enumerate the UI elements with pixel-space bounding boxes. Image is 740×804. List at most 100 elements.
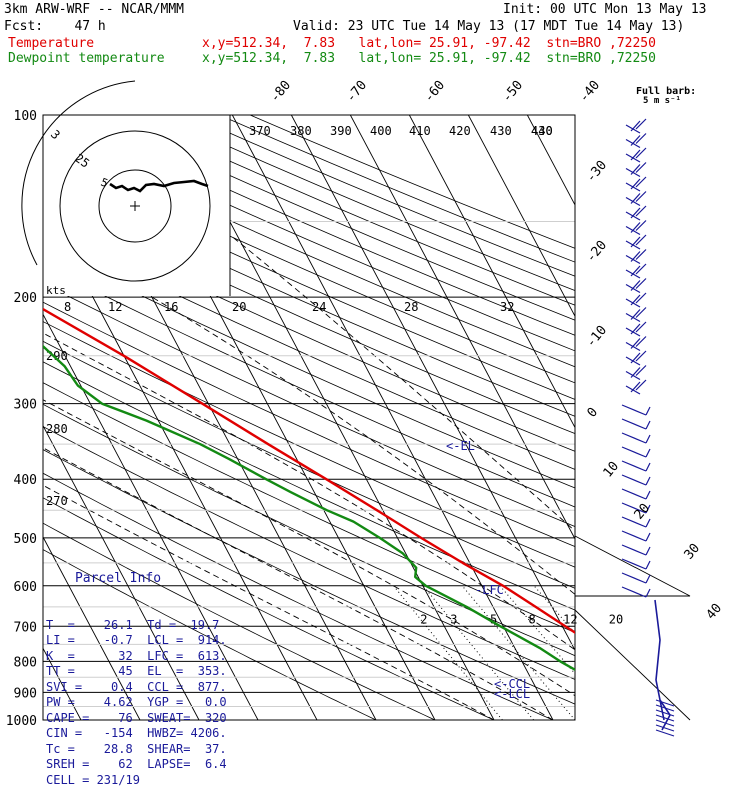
- hodograph-axis-label: 24: [312, 300, 326, 314]
- barb-legend-line2: 5 m s⁻¹: [643, 96, 681, 106]
- wind-barb: [626, 163, 646, 177]
- parcel-info-row: PW = 4.62 YGP = 0.0: [46, 695, 230, 711]
- dewpoint-point: [402, 553, 403, 554]
- hodograph-axis-label: 28: [404, 300, 418, 314]
- temperature-point: [706, 719, 707, 720]
- wind-barb: [622, 433, 650, 443]
- el-marker: <-EL: [446, 439, 475, 453]
- theta-label: 270: [46, 494, 68, 508]
- dry-adiabat: [220, 115, 740, 733]
- hodograph-axis-label: 12: [108, 300, 122, 314]
- mixing-ratio-label: 20: [609, 612, 623, 626]
- temperature-point: [598, 647, 599, 648]
- dewpoint-point: [290, 492, 291, 493]
- isotherm-label: -20: [584, 238, 611, 266]
- dry-adiabat: [250, 115, 740, 733]
- isotherm-label: -80: [268, 78, 295, 106]
- wind-barb: [622, 587, 650, 597]
- parcel-info-row: LI = -0.7 LCL = 914.: [46, 633, 230, 649]
- parcel-info-row: CELL = 231/19: [46, 773, 230, 789]
- pressure-tick-label: 700: [14, 620, 37, 635]
- wind-barb: [622, 545, 650, 555]
- temperature-point: [462, 562, 463, 563]
- theta-e-label: 430: [490, 124, 512, 138]
- temperature-point: [421, 537, 422, 538]
- parcel-info-row: T = 26.1 Td = 19.7: [46, 618, 230, 634]
- temperature-point: [535, 606, 536, 607]
- parcel-info-row: SREH = 62 LAPSE= 6.4: [46, 757, 230, 773]
- dewpoint-point: [500, 626, 501, 627]
- hodograph-axis-label: 32: [500, 300, 514, 314]
- theta-e-label: 370: [249, 124, 271, 138]
- skew-boundary-line: [575, 536, 690, 596]
- pressure-tick-label: 800: [14, 655, 37, 670]
- dewpoint-point: [326, 510, 327, 511]
- wind-barb: [622, 461, 650, 471]
- wind-barb: [656, 710, 674, 716]
- isotherm-label: 40: [704, 601, 726, 623]
- dewpoint-point: [353, 521, 354, 522]
- mixing-ratio-label: 3: [450, 612, 457, 626]
- dewpoint-point: [600, 692, 601, 693]
- isotherm-line: [468, 115, 740, 720]
- isotherm-label: -60: [422, 78, 449, 106]
- dewpoint-point: [577, 670, 578, 671]
- dewpoint-point: [11, 322, 12, 323]
- isotherm-label: 0: [585, 405, 602, 421]
- lcl-marker: <-LCL: [494, 687, 530, 701]
- pressure-tick-label: 500: [14, 532, 37, 547]
- wind-barb: [626, 148, 646, 162]
- wind-barb: [626, 366, 646, 380]
- dewpoint-point: [41, 344, 42, 345]
- isotherm-line: [350, 115, 671, 720]
- isotherm-line: [527, 115, 740, 720]
- wind-barb: [656, 705, 674, 711]
- dewpoint-point: [416, 567, 417, 568]
- wind-barb: [622, 489, 650, 499]
- hodograph-unit: kts: [46, 284, 66, 297]
- dewpoint-point: [592, 683, 593, 684]
- temperature-point: [202, 403, 203, 404]
- dewpoint-point: [64, 366, 65, 367]
- wind-barb: [626, 308, 646, 322]
- temperature-point: [268, 444, 269, 445]
- mixing-ratio-label: 2: [420, 612, 427, 626]
- temperature-point: [503, 585, 504, 586]
- theta-e-label: 380: [290, 124, 312, 138]
- hodograph-axis-label: 8: [64, 300, 71, 314]
- dewpoint-point: [650, 714, 651, 715]
- pressure-tick-label: 100: [14, 109, 37, 124]
- skew-boundary-line: [575, 610, 690, 720]
- dewpoint-point: [228, 458, 229, 459]
- wind-barb: [626, 134, 646, 148]
- temperature-point: [616, 661, 617, 662]
- dewpoint-point: [266, 479, 267, 480]
- wind-barb: [626, 119, 646, 133]
- dewpoint-point: [610, 700, 611, 701]
- dewpoint-point: [539, 647, 540, 648]
- dewpoint-point: [200, 444, 201, 445]
- dewpoint-point: [425, 585, 426, 586]
- dewpoint-point: [77, 385, 78, 386]
- pressure-tick-label: 900: [14, 686, 37, 701]
- parcel-info-row: TT = 45 EL = 353.: [46, 664, 230, 680]
- wind-barb: [622, 419, 650, 429]
- theta-e-label: 420: [449, 124, 471, 138]
- dewpoint-point: [146, 420, 147, 421]
- wind-barb: [626, 351, 646, 365]
- hodograph-axis-label: 20: [232, 300, 246, 314]
- isotherm-label: 30: [682, 541, 704, 563]
- pressure-tick-label: 1000: [6, 714, 37, 729]
- dewpoint-point: [102, 403, 103, 404]
- wind-barb: [656, 715, 674, 721]
- theta-label: 280: [46, 422, 68, 436]
- isotherm-label: -50: [500, 78, 527, 106]
- wind-barb: [622, 573, 650, 583]
- dewpoint-point: [379, 537, 380, 538]
- mixing-ratio-line: [579, 586, 699, 720]
- isotherm-label: -30: [584, 158, 611, 186]
- dry-adiabat: [158, 115, 740, 733]
- wind-barb: [656, 700, 674, 706]
- wind-barb: [626, 235, 646, 249]
- theta-e-label: 390: [330, 124, 352, 138]
